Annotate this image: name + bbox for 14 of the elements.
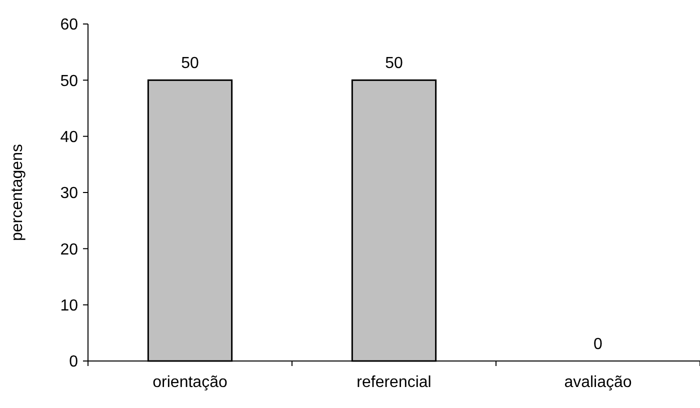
- y-axis-title: percentagens: [9, 144, 26, 241]
- data-label: 50: [181, 55, 199, 72]
- x-tick-label: orientação: [152, 374, 228, 391]
- y-tick-label: 40: [60, 128, 78, 146]
- y-tick-label: 0: [69, 354, 78, 371]
- data-label: 50: [385, 55, 403, 72]
- y-tick-label: 50: [60, 72, 78, 90]
- x-tick-label: referencial: [356, 374, 432, 391]
- y-tick-label: 20: [60, 241, 78, 258]
- y-tick-label: 30: [60, 185, 78, 202]
- x-tick-label: avaliação: [564, 374, 632, 391]
- data-label: 0: [594, 336, 603, 353]
- y-tick-label: 10: [60, 297, 78, 314]
- y-tick-label: 60: [60, 16, 78, 34]
